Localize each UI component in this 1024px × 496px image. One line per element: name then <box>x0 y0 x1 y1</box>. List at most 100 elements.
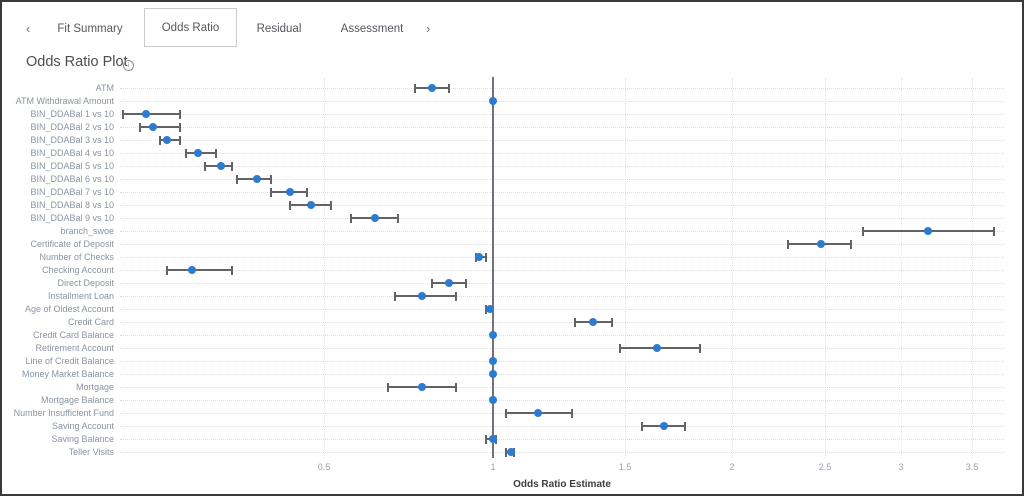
row-label: Money Market Balance <box>21 369 114 379</box>
estimate-marker[interactable] <box>163 136 172 144</box>
estimate-marker[interactable] <box>475 253 484 261</box>
page-title: Odds Ratio Plot <box>26 54 128 70</box>
tabs-scroll-left-icon[interactable]: ‹ <box>26 21 31 36</box>
row-leader-line <box>120 179 1004 180</box>
tab-assessment[interactable]: Assessment <box>340 23 404 35</box>
ci-cap-high <box>231 162 233 171</box>
row-leader-line <box>120 452 1004 453</box>
x-gridline <box>972 78 973 458</box>
row-label: Age of Oldest Account <box>24 304 114 314</box>
ci-cap-high <box>683 422 686 431</box>
row-leader-line <box>120 335 1004 336</box>
estimate-marker[interactable] <box>489 370 497 378</box>
row-leader-line <box>120 374 1004 375</box>
estimate-marker[interactable] <box>653 344 662 352</box>
ci-cap-high <box>993 227 996 236</box>
ci-cap-low <box>862 227 864 236</box>
row-label: Retirement Account <box>35 343 114 353</box>
row-leader-line <box>120 296 1004 297</box>
results-tabbar: ‹ Fit Summary Odds Ratio Residual Assess… <box>2 2 1022 52</box>
ci-cap-low <box>166 266 169 275</box>
tab-odds-ratio[interactable]: Odds Ratio <box>144 8 237 47</box>
estimate-marker[interactable] <box>817 240 826 248</box>
estimate-marker[interactable] <box>445 279 454 287</box>
ci-cap-low <box>235 175 238 184</box>
x-tick-label: 0.5 <box>317 462 331 472</box>
estimate-marker[interactable] <box>252 175 261 183</box>
row-label: Installment Loan <box>47 291 114 301</box>
row-leader-line <box>120 153 1004 154</box>
estimate-marker[interactable] <box>188 266 197 274</box>
row-leader-line <box>120 205 1004 206</box>
ci-cap-low <box>288 201 291 210</box>
row-label: Direct Deposit <box>57 278 114 288</box>
ci-cap-low <box>786 240 789 249</box>
ci-cap-high <box>454 292 457 301</box>
estimate-marker[interactable] <box>489 435 497 443</box>
estimate-marker[interactable] <box>370 214 379 222</box>
estimate-marker[interactable] <box>307 201 316 209</box>
estimate-marker[interactable] <box>507 448 516 456</box>
ci-cap-high <box>464 279 467 288</box>
ci-cap-low <box>185 149 188 158</box>
reference-line <box>492 77 494 458</box>
estimate-marker[interactable] <box>418 292 427 300</box>
estimate-marker[interactable] <box>149 123 158 131</box>
row-leader-line <box>120 348 1004 349</box>
estimate-marker[interactable] <box>485 305 494 313</box>
ci-cap-high <box>485 253 488 262</box>
estimate-marker[interactable] <box>217 162 225 170</box>
row-label: BIN_DDABal 3 vs 10 <box>30 135 114 145</box>
estimate-marker[interactable] <box>142 110 151 118</box>
x-axis-title: Odds Ratio Estimate <box>513 479 611 490</box>
ci-cap-low <box>393 292 396 301</box>
ci-cap-low <box>122 110 125 119</box>
ci-cap-low <box>505 409 508 418</box>
info-icon[interactable]: i <box>123 60 134 71</box>
row-label: Saving Balance <box>51 434 114 444</box>
estimate-marker[interactable] <box>659 422 668 430</box>
ci-cap-high <box>849 240 852 249</box>
estimate-marker[interactable] <box>428 84 437 92</box>
ci-cap-low <box>505 448 508 457</box>
row-leader-line <box>120 244 1004 245</box>
row-leader-line <box>120 88 1004 89</box>
ci-cap-high <box>448 84 451 93</box>
ci-cap-low <box>641 422 644 431</box>
ci-cap-high <box>610 318 613 327</box>
tab-fit-summary[interactable]: Fit Summary <box>57 23 123 35</box>
estimate-marker[interactable] <box>285 188 294 196</box>
estimate-marker[interactable] <box>418 383 427 391</box>
confidence-interval-bar <box>139 126 181 128</box>
ci-cap-low <box>431 279 434 288</box>
estimate-marker[interactable] <box>489 396 497 404</box>
x-tick-label: 3.5 <box>965 462 979 472</box>
ci-cap-low <box>387 383 390 392</box>
row-leader-line <box>120 426 1004 427</box>
estimate-marker[interactable] <box>589 318 598 326</box>
ci-cap-high <box>698 344 701 353</box>
tab-residual[interactable]: Residual <box>256 23 302 35</box>
row-leader-line <box>120 127 1004 128</box>
estimate-marker[interactable] <box>533 409 542 417</box>
estimate-marker[interactable] <box>489 357 497 365</box>
x-gridline <box>625 78 626 458</box>
row-leader-line <box>120 257 1004 258</box>
row-label: Credit Card <box>67 317 114 327</box>
tabs-scroll-right-icon[interactable]: › <box>426 21 431 36</box>
estimate-marker[interactable] <box>923 227 932 235</box>
x-gridline <box>825 78 826 458</box>
estimate-marker[interactable] <box>489 97 497 105</box>
row-label: BIN_DDABal 9 vs 10 <box>30 213 114 223</box>
estimate-marker[interactable] <box>194 149 203 157</box>
estimate-marker[interactable] <box>489 331 497 339</box>
row-label: BIN_DDABal 6 vs 10 <box>30 174 114 184</box>
row-label: BIN_DDABal 4 vs 10 <box>30 148 114 158</box>
row-leader-line <box>120 231 1004 232</box>
row-leader-line <box>120 101 1004 102</box>
row-leader-line <box>120 361 1004 362</box>
ci-cap-low <box>138 123 141 132</box>
row-leader-line <box>120 387 1004 388</box>
